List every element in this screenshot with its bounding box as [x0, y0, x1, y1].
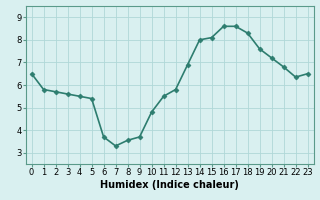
X-axis label: Humidex (Indice chaleur): Humidex (Indice chaleur) — [100, 180, 239, 190]
